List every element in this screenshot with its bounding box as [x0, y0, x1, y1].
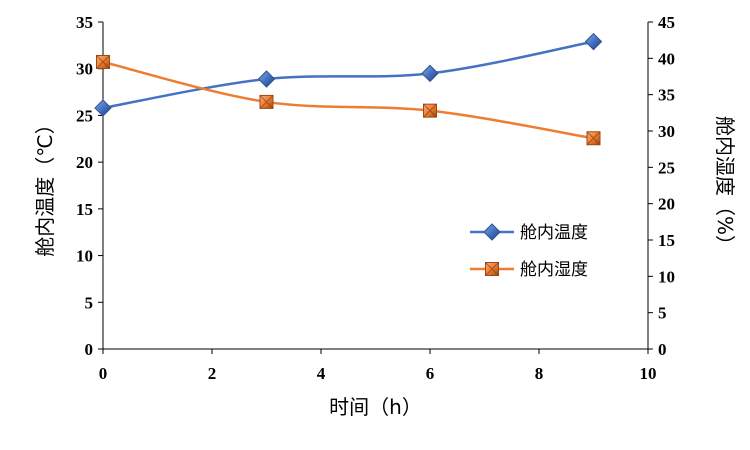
- x-axis-title: 时间（h）: [329, 395, 422, 419]
- y2-tick-label: 10: [658, 267, 675, 286]
- data-point-1-0: [96, 54, 110, 69]
- data-point-0-3: [584, 32, 603, 51]
- legend-marker: [483, 223, 501, 241]
- y-tick-label: 5: [85, 293, 94, 312]
- series-line-0: [102, 40, 594, 110]
- y2-tick-label: 35: [658, 86, 675, 105]
- y2-tick-label: 40: [658, 49, 675, 68]
- y-tick-label: 10: [76, 247, 93, 266]
- x-tick-label: 2: [208, 364, 217, 383]
- legend-label: 舱内湿度: [520, 260, 588, 280]
- axes: 0 5 10 15 20 25 30 35 0 5 10 15 20 25 30 35 40 45 0 2 4 6 8 10: [76, 13, 675, 383]
- y2-tick-label: 20: [658, 195, 675, 214]
- marker-square-cross: [259, 95, 274, 109]
- y-tick-label: 35: [76, 13, 93, 32]
- x-tick-label: 10: [640, 364, 657, 383]
- legend-marker: [485, 262, 499, 276]
- y2-tick-label: 25: [658, 158, 675, 177]
- data-point-0-2: [421, 64, 439, 83]
- y-tick-label: 15: [76, 200, 93, 219]
- marker-square-cross: [485, 262, 499, 276]
- y2-tick-label: 0: [658, 340, 667, 359]
- x-tick-label: 0: [99, 364, 108, 383]
- y2-tick-label: 15: [658, 231, 675, 250]
- legend-item-0: 舱内温度: [470, 223, 588, 243]
- series-1: [96, 54, 601, 146]
- series-layer: [94, 32, 603, 146]
- y2-axis-title: 舱内湿度（%）: [713, 116, 737, 255]
- y-axis-title: 舱内温度（℃）: [33, 114, 57, 256]
- marker-square-cross: [96, 55, 110, 69]
- legend-label: 舱内温度: [520, 223, 588, 243]
- x-tick-label: 6: [426, 364, 435, 383]
- y-tick-label: 30: [76, 60, 93, 79]
- y-tick-label: 0: [85, 340, 94, 359]
- x-tick-label: 4: [317, 364, 326, 383]
- data-point-0-1: [257, 70, 276, 88]
- y2-tick-label: 45: [658, 13, 675, 32]
- y2-tick-label: 30: [658, 122, 675, 141]
- y-tick-label: 20: [76, 153, 93, 172]
- data-point-1-2: [423, 103, 437, 118]
- data-point-0-0: [94, 99, 112, 117]
- marker-square-cross: [423, 103, 437, 118]
- series-0: [94, 32, 603, 117]
- series-line-1: [102, 60, 594, 140]
- data-point-1-1: [259, 94, 274, 109]
- x-tick-label: 8: [535, 364, 544, 383]
- marker-square-cross: [586, 131, 601, 146]
- data-point-1-3: [586, 131, 601, 146]
- y2-tick-label: 5: [658, 304, 667, 323]
- legend-item-1: 舱内湿度: [470, 260, 588, 280]
- y-tick-label: 25: [76, 106, 93, 125]
